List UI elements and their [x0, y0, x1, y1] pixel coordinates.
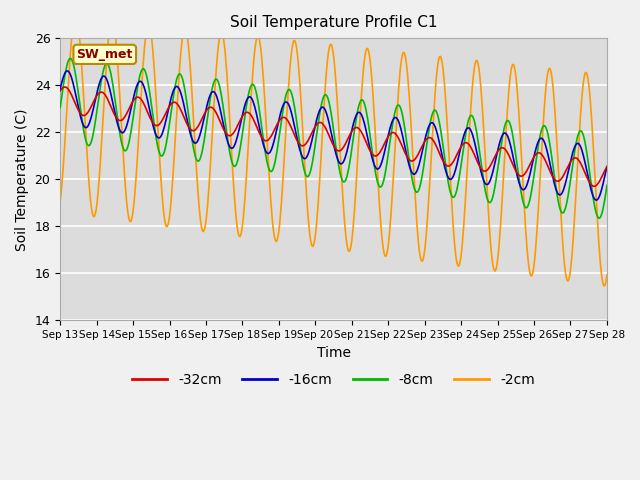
- -2cm: [603, 272, 611, 278]
- -2cm: [72, 13, 79, 19]
- Legend: -32cm, -16cm, -8cm, -2cm: -32cm, -16cm, -8cm, -2cm: [127, 368, 540, 393]
- Line: -8cm: -8cm: [60, 59, 607, 218]
- -8cm: [603, 182, 611, 188]
- -16cm: [207, 90, 215, 96]
- -8cm: [66, 56, 74, 61]
- -32cm: [61, 84, 68, 90]
- -8cm: [417, 181, 424, 187]
- -2cm: [600, 283, 608, 288]
- Y-axis label: Soil Temperature (C): Soil Temperature (C): [15, 108, 29, 251]
- -2cm: [66, 56, 74, 61]
- -32cm: [67, 91, 75, 96]
- -8cm: [401, 125, 408, 131]
- -2cm: [124, 203, 131, 209]
- -8cm: [179, 76, 186, 82]
- -16cm: [56, 86, 64, 92]
- Line: -2cm: -2cm: [60, 16, 607, 286]
- -8cm: [595, 215, 603, 221]
- -16cm: [417, 156, 424, 161]
- -32cm: [590, 183, 598, 189]
- -8cm: [56, 105, 64, 110]
- -32cm: [207, 105, 215, 110]
- Line: -16cm: -16cm: [60, 71, 607, 200]
- -32cm: [417, 146, 424, 152]
- -2cm: [401, 51, 408, 57]
- -32cm: [401, 149, 408, 155]
- -16cm: [401, 143, 408, 148]
- -8cm: [207, 89, 215, 95]
- -16cm: [179, 96, 186, 102]
- Line: -32cm: -32cm: [60, 87, 607, 186]
- -16cm: [593, 197, 600, 203]
- Text: SW_met: SW_met: [77, 48, 133, 61]
- -2cm: [56, 199, 64, 204]
- -16cm: [124, 121, 131, 127]
- Title: Soil Temperature Profile C1: Soil Temperature Profile C1: [230, 15, 437, 30]
- -8cm: [124, 146, 131, 152]
- -8cm: [67, 56, 75, 61]
- -16cm: [67, 72, 75, 78]
- X-axis label: Time: Time: [317, 346, 351, 360]
- -2cm: [179, 34, 186, 39]
- -32cm: [124, 110, 131, 116]
- -16cm: [603, 164, 611, 169]
- -32cm: [179, 111, 186, 117]
- -16cm: [63, 68, 71, 74]
- -2cm: [417, 255, 424, 261]
- -32cm: [56, 88, 64, 94]
- -32cm: [603, 164, 611, 170]
- -2cm: [207, 144, 215, 150]
